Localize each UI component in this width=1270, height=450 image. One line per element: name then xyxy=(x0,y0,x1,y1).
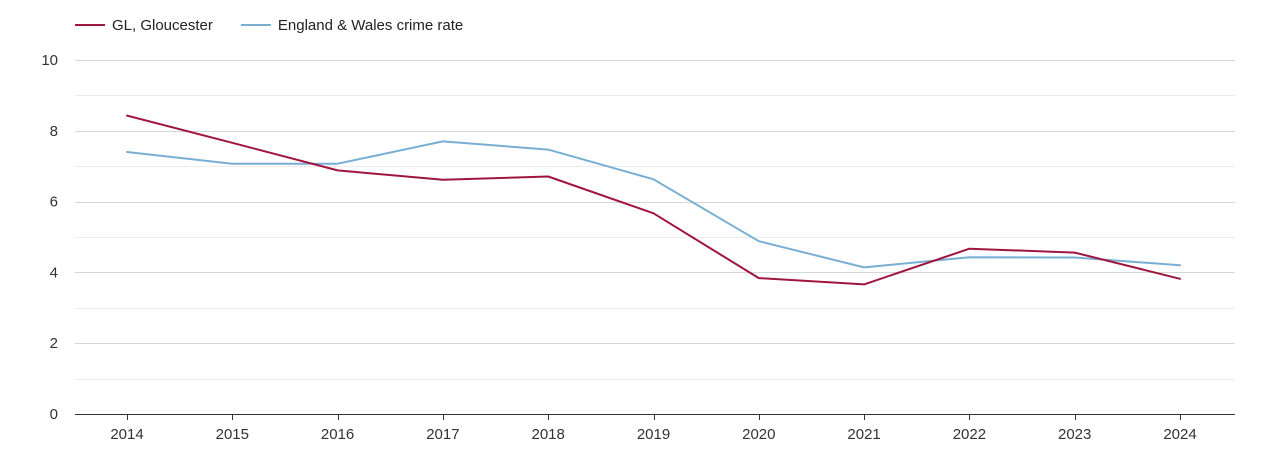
legend-label: GL, Gloucester xyxy=(112,17,213,34)
y-tick-label: 2 xyxy=(50,335,58,352)
series-line-england-wales-crime-rate xyxy=(126,140,1181,269)
y-tick-label: 6 xyxy=(50,194,58,211)
legend: GL, Gloucester England & Wales crime rate xyxy=(75,17,463,34)
y-tick-label: 0 xyxy=(50,406,58,423)
x-tick-label: 2019 xyxy=(637,426,670,443)
x-tick-label: 2023 xyxy=(1058,426,1091,443)
x-tick-label: 2024 xyxy=(1163,426,1196,443)
gridlines xyxy=(75,60,1235,380)
series-line-gl-gloucester xyxy=(126,114,1181,286)
x-tick-label: 2016 xyxy=(321,426,354,443)
x-tick-label: 2020 xyxy=(742,426,775,443)
x-tick-label: 2018 xyxy=(532,426,565,443)
x-tick-label: 2021 xyxy=(847,426,880,443)
y-tick-label: 8 xyxy=(50,123,58,140)
y-tick-label: 4 xyxy=(50,264,58,281)
y-tick-label: 10 xyxy=(41,52,58,69)
series-layer xyxy=(126,114,1181,286)
y-axis: 0 2 4 6 8 10 xyxy=(41,52,58,423)
x-axis: 2014 2015 2016 2017 2018 2019 2020 2021 2022 2023… xyxy=(75,414,1235,443)
x-tick-label: 2014 xyxy=(110,426,143,443)
x-tick-label: 2015 xyxy=(216,426,249,443)
legend-label: England & Wales crime rate xyxy=(278,17,463,34)
x-tick-label: 2022 xyxy=(953,426,986,443)
x-tick-label: 2017 xyxy=(426,426,459,443)
